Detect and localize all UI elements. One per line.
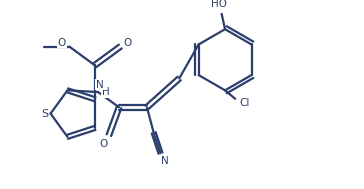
Text: Cl: Cl: [240, 98, 250, 108]
Text: HO: HO: [211, 0, 227, 9]
Text: O: O: [124, 37, 132, 47]
Text: O: O: [58, 37, 66, 47]
Text: H: H: [102, 87, 109, 97]
Text: S: S: [41, 109, 48, 119]
Text: O: O: [100, 139, 108, 149]
Text: N: N: [161, 156, 169, 166]
Text: N: N: [95, 80, 103, 90]
